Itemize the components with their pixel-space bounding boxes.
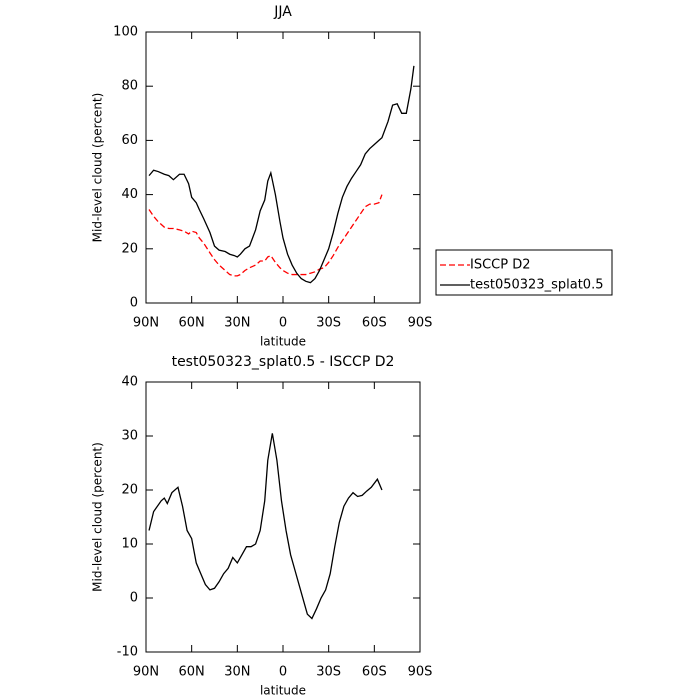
- y-tick-label: 40: [121, 187, 138, 202]
- x-tick-label: 30N: [224, 316, 250, 331]
- legend-box: [435, 249, 613, 296]
- x-tick-label: 60S: [362, 665, 387, 680]
- x-tick-label: 60S: [362, 316, 387, 331]
- legend-label: ISCCP D2: [470, 258, 531, 273]
- x-tick-label: 60N: [179, 316, 205, 331]
- y-tick-label: 10: [121, 537, 138, 552]
- y-tick-label: 60: [121, 133, 138, 148]
- y-tick-label: 0: [130, 591, 138, 606]
- x-tick-label: 30S: [316, 665, 341, 680]
- x-tick-label: 90N: [133, 316, 159, 331]
- x-tick-label: 0: [279, 665, 287, 680]
- x-axis-label: latitude: [260, 684, 306, 698]
- series-line: [148, 65, 415, 284]
- y-axis-label: Mid-level cloud (percent): [91, 442, 105, 592]
- legend-label: test050323_splat0.5: [470, 278, 603, 293]
- y-tick-label: 20: [121, 241, 138, 256]
- x-tick-label: 0: [279, 316, 287, 331]
- x-axis-label: latitude: [260, 335, 306, 349]
- y-tick-label: 100: [113, 25, 138, 40]
- x-tick-label: 30N: [224, 665, 250, 680]
- x-tick-label: 90S: [408, 665, 433, 680]
- y-tick-label: 0: [130, 296, 138, 311]
- x-tick-label: 90S: [408, 316, 433, 331]
- plot-frame: [145, 31, 421, 304]
- chart-title: test050323_splat0.5 - ISCCP D2: [172, 354, 395, 370]
- y-axis-label: Mid-level cloud (percent): [91, 93, 105, 243]
- x-tick-label: 30S: [316, 316, 341, 331]
- series-line: [148, 433, 383, 620]
- chart-title: JJA: [273, 4, 292, 20]
- y-tick-label: -10: [117, 645, 138, 660]
- y-tick-label: 30: [121, 429, 138, 444]
- series-line: [148, 194, 383, 277]
- plot-frame: [145, 381, 421, 653]
- y-tick-label: 80: [121, 79, 138, 94]
- y-tick-label: 40: [121, 375, 138, 390]
- x-tick-label: 90N: [133, 665, 159, 680]
- x-tick-label: 60N: [179, 665, 205, 680]
- y-tick-label: 20: [121, 483, 138, 498]
